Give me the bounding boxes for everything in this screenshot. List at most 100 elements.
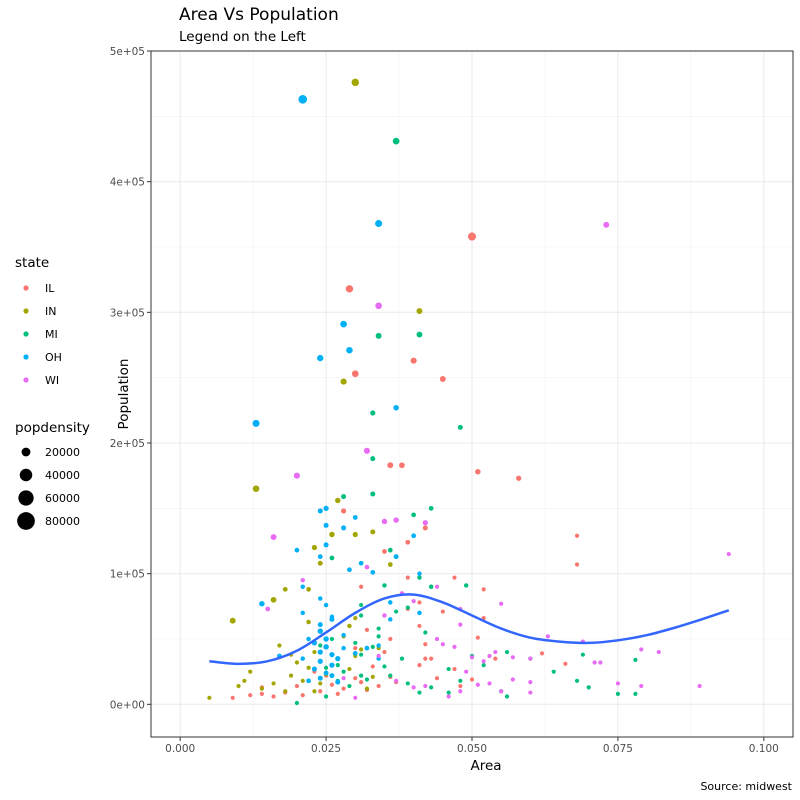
data-point-in [288,673,294,678]
size-legend-key [18,490,34,506]
data-point-in [236,683,241,689]
data-point-wi [475,682,480,687]
data-point-wi [434,584,440,589]
data-point-il [539,651,545,656]
data-point-oh [317,508,323,514]
data-point-oh [252,419,260,427]
data-point-mi [574,678,580,683]
data-point-wi [499,601,504,606]
data-point-in [229,617,236,624]
data-point-oh [411,533,417,539]
data-point-oh [341,645,346,651]
data-point-il [351,370,359,378]
data-point-oh [335,655,341,662]
data-point-in [312,649,317,655]
y-tick-label: 1e+05 [110,569,145,581]
data-point-in [353,615,358,621]
data-point-oh [352,651,358,656]
legend-key-in [23,308,29,314]
data-point-oh [329,673,335,679]
size-legend: 20000 40000 60000 80000 [17,446,80,530]
data-point-il [364,627,370,632]
data-point-oh [417,610,422,616]
data-point-il [452,666,457,672]
data-point-il [376,683,381,689]
data-point-oh [329,662,335,668]
data-point-in [359,647,364,652]
data-point-oh [298,95,308,104]
data-point-in [370,529,376,535]
data-point-oh [300,656,305,661]
data-point-oh [388,600,393,605]
data-point-in [387,562,393,567]
data-point-oh [323,522,329,528]
data-point-mi [370,491,376,497]
data-point-mi [370,644,375,649]
legend-label-oh: OH [45,351,62,364]
data-point-wi [487,681,492,686]
data-point-mi [382,583,387,588]
data-point-il [422,525,428,531]
data-point-oh [329,652,335,658]
data-point-oh [317,658,323,664]
data-point-in [306,619,311,625]
data-point-oh [318,596,323,601]
data-point-mi [446,690,451,695]
data-point-oh [300,610,305,616]
data-point-wi [639,647,644,652]
y-axis: 0e+00 1e+05 2e+05 3e+05 4e+05 5e+05 [110,46,151,711]
data-point-il [574,533,580,538]
data-point-wi [270,534,277,541]
data-point-wi [499,689,504,694]
data-point-mi [457,424,463,430]
data-point-wi [411,599,416,604]
data-point-il [429,656,434,661]
data-points [207,78,731,706]
data-point-oh [317,675,323,681]
data-point-mi [353,640,358,646]
data-point-wi [411,685,416,690]
data-point-mi [347,683,352,689]
data-point-in [340,378,347,385]
data-point-oh [323,644,329,650]
data-point-oh [329,614,335,620]
data-point-wi [265,606,271,612]
data-point-wi [469,655,475,660]
data-point-il [230,695,235,700]
data-point-wi [353,695,358,700]
legend-key-il [23,285,29,291]
data-point-il [423,656,428,661]
data-point-in [312,689,317,694]
data-point-il [359,584,364,589]
data-point-il [405,575,410,580]
data-point-mi [375,332,382,339]
data-point-in [248,669,253,674]
data-point-il [300,693,305,698]
data-point-il [370,664,375,669]
legend: state IL IN MI OH WI popdensity 20000 40000 60… [15,255,90,530]
data-point-oh [375,219,383,228]
data-point-oh [341,525,347,531]
data-point-mi [329,555,335,561]
y-tick-label: 4e+05 [110,177,145,189]
data-point-wi [528,656,533,661]
data-point-wi [446,694,451,699]
data-point-oh [323,670,329,676]
x-tick-label: 0.075 [603,743,633,755]
color-legend: IL IN MI OH WI [23,282,62,387]
data-point-wi [487,653,492,659]
data-point-il [458,683,463,689]
data-point-in [294,660,300,665]
data-point-mi [458,678,463,683]
data-point-wi [481,659,486,664]
data-point-oh [306,636,311,642]
data-point-wi [726,551,731,557]
y-tick-label: 2e+05 [110,438,145,450]
data-point-il [417,600,422,605]
data-point-il [563,661,568,666]
data-point-il [574,562,580,567]
data-point-il [341,686,346,691]
data-point-mi [370,410,376,416]
data-point-wi [452,644,457,649]
